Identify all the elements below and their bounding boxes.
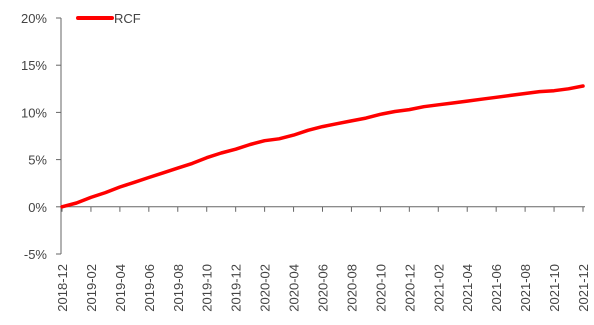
- y-axis: 20% 15% 10% 5% 0% -5%: [21, 11, 62, 262]
- legend: RCF: [76, 11, 141, 26]
- x-tick-label: 2021-02: [431, 264, 446, 312]
- y-tick-label: -5%: [24, 247, 48, 262]
- legend-label-rcf: RCF: [114, 11, 141, 26]
- x-tick-label: 2019-06: [142, 264, 157, 312]
- y-tick-label: 20%: [21, 11, 47, 26]
- x-tick-label: 2019-04: [113, 264, 128, 312]
- x-tick-label: 2020-12: [402, 264, 417, 312]
- x-tick-label: 2019-02: [84, 264, 99, 312]
- x-tick-label: 2021-08: [518, 264, 533, 312]
- x-tick-label: 2020-04: [287, 264, 302, 312]
- series-group: [60, 84, 585, 209]
- x-tick-label: 2020-08: [344, 264, 359, 312]
- series-line-rcf: [60, 84, 585, 209]
- x-tick-label: 2021-06: [489, 264, 504, 312]
- x-tick-label: 2018-12: [55, 264, 70, 312]
- x-tick-label: 2020-02: [258, 264, 273, 312]
- x-tick-label: 2019-10: [200, 264, 215, 312]
- y-tick-label: 15%: [21, 58, 47, 73]
- x-tick-label: 2019-08: [171, 264, 186, 312]
- y-tick-label: 5%: [28, 153, 47, 168]
- x-tick-label: 2019-12: [229, 264, 244, 312]
- x-tick-label: 2021-10: [547, 264, 562, 312]
- y-tick-label: 0%: [28, 200, 47, 215]
- x-tick-label: 2020-06: [316, 264, 331, 312]
- y-tick-label: 10%: [21, 105, 47, 120]
- x-tick-label: 2021-04: [460, 264, 475, 312]
- x-axis: 2018-12 2019-02 2019-04 2019-06 2019-08 2019-…: [55, 206, 591, 312]
- x-tick-label: 2020-10: [373, 264, 388, 312]
- x-tick-label: 2021-12: [576, 264, 591, 312]
